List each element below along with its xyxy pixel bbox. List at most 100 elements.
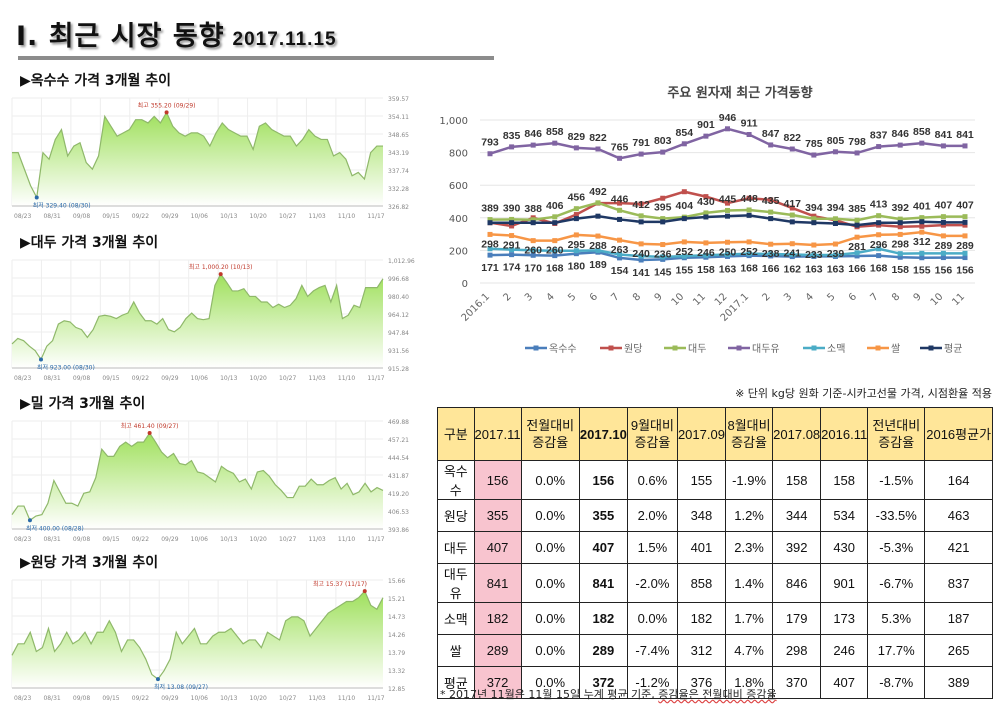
data-label: 156 xyxy=(935,265,953,277)
data-point xyxy=(854,150,860,156)
x-tick-label: 5 xyxy=(566,291,578,303)
table-cell: 0.0% xyxy=(520,634,580,667)
data-point xyxy=(789,251,795,257)
data-point xyxy=(789,241,795,247)
data-point xyxy=(897,231,903,237)
y-tick-label: 13.32 xyxy=(388,668,405,675)
data-point xyxy=(768,241,774,247)
x-tick-label: 2 xyxy=(501,291,513,303)
data-label: 385 xyxy=(848,203,866,215)
legend-label: 원당 xyxy=(624,343,642,355)
column-header: 2017.09 xyxy=(676,407,726,461)
data-point xyxy=(768,197,774,203)
table-cell: -33.5% xyxy=(867,499,926,532)
x-tick-label: 10/27 xyxy=(279,213,296,220)
table-cell: -1.5% xyxy=(867,460,926,500)
x-tick-label: 10 xyxy=(670,291,687,308)
table-cell: 298 xyxy=(772,634,822,667)
data-point xyxy=(940,143,946,149)
x-tick-label: 10 xyxy=(929,291,946,308)
data-point xyxy=(595,233,601,239)
data-point xyxy=(509,252,515,258)
y-tick-label: 0 xyxy=(462,279,468,290)
data-label: 238 xyxy=(762,248,780,260)
x-tick-label: 11/10 xyxy=(338,213,355,220)
table-cell: 0.0% xyxy=(520,499,580,532)
data-point xyxy=(811,242,817,248)
column-header: 2016평균가 xyxy=(924,407,993,461)
data-point xyxy=(638,257,644,263)
low-marker xyxy=(34,195,39,200)
data-point xyxy=(660,242,666,248)
low-label: 최저 400.00 (08/28) xyxy=(26,524,84,532)
data-label: 298 xyxy=(891,238,909,250)
table-cell: 182 xyxy=(676,602,726,635)
data-label: 791 xyxy=(632,137,650,149)
data-point xyxy=(617,216,623,222)
x-tick-label: 10/06 xyxy=(191,375,208,382)
x-tick-label: 8 xyxy=(631,291,643,303)
table-cell: 2.3% xyxy=(724,531,774,564)
y-tick-label: 915.28 xyxy=(388,366,409,373)
y-tick-label: 1,000 xyxy=(440,116,468,127)
report-date: 2017.11.15 xyxy=(232,29,337,50)
data-point xyxy=(595,200,601,206)
mini-chart-corn: ▶옥수수 가격 3개월 추이 359.57 354.11 348.65 343.19 33… xyxy=(0,70,430,230)
data-point xyxy=(897,224,903,230)
table-cell: 858 xyxy=(676,563,726,603)
data-label: 154 xyxy=(611,265,629,277)
y-tick-label: 980.40 xyxy=(388,294,409,301)
data-label: 240 xyxy=(632,248,650,260)
price-line xyxy=(11,590,384,681)
x-tick-label: 5 xyxy=(825,291,837,303)
table-cell: -6.7% xyxy=(867,563,926,603)
data-point xyxy=(768,216,774,222)
data-point xyxy=(725,126,730,132)
data-label: 412 xyxy=(632,199,650,211)
row-label: 대두유 xyxy=(437,563,475,603)
mini-chart-wheat: ▶밀 가격 3개월 추이 469.88 457.21 444.54 431.87 419.… xyxy=(0,393,430,553)
data-label: 448 xyxy=(740,193,758,205)
price-area xyxy=(12,112,383,206)
data-point xyxy=(962,214,968,220)
data-label: 846 xyxy=(524,128,542,140)
column-header: 구분 xyxy=(437,407,475,461)
data-point xyxy=(832,252,838,258)
data-point xyxy=(876,246,882,252)
table-cell: 421 xyxy=(924,531,993,564)
table-cell: 158 xyxy=(820,460,869,500)
mini-chart-heading: ▶밀 가격 3개월 추이 xyxy=(20,396,146,412)
data-label: 252 xyxy=(740,246,758,258)
data-label: 166 xyxy=(848,263,866,275)
x-tick-label: 3 xyxy=(523,291,535,303)
data-point xyxy=(487,151,493,157)
price-line xyxy=(11,272,384,361)
x-tick-label: 11/17 xyxy=(367,536,384,543)
table-cell: -8.7% xyxy=(867,666,926,699)
data-label: 260 xyxy=(524,245,542,257)
data-point xyxy=(876,232,882,238)
data-point xyxy=(854,217,860,223)
data-point xyxy=(725,213,730,219)
x-tick-label: 11/03 xyxy=(308,695,325,702)
data-point xyxy=(746,132,752,138)
data-point xyxy=(789,146,795,152)
data-label: 168 xyxy=(870,263,888,275)
data-label: 312 xyxy=(913,236,931,248)
data-label: 388 xyxy=(524,203,542,215)
x-tick-label: 3 xyxy=(782,291,794,303)
data-label: 785 xyxy=(805,138,823,150)
x-tick-label: 10/20 xyxy=(250,375,267,382)
table-row: 소맥 182 0.0% 182 0.0% 182 1.7% 179 173 5.3% 187 xyxy=(437,602,993,635)
data-point xyxy=(487,231,493,237)
table-cell: 901 xyxy=(820,563,869,603)
x-tick-label: 10/13 xyxy=(220,695,237,702)
data-label: 837 xyxy=(870,130,888,142)
data-point xyxy=(919,229,925,235)
table-cell: 17.7% xyxy=(867,634,926,667)
data-point xyxy=(681,216,687,222)
x-tick-label: 7 xyxy=(868,291,880,303)
page-title: Ⅰ. 최근 시장 동향 2017.11.15 xyxy=(16,14,337,53)
data-point xyxy=(660,195,666,201)
data-label: 236 xyxy=(654,249,672,261)
